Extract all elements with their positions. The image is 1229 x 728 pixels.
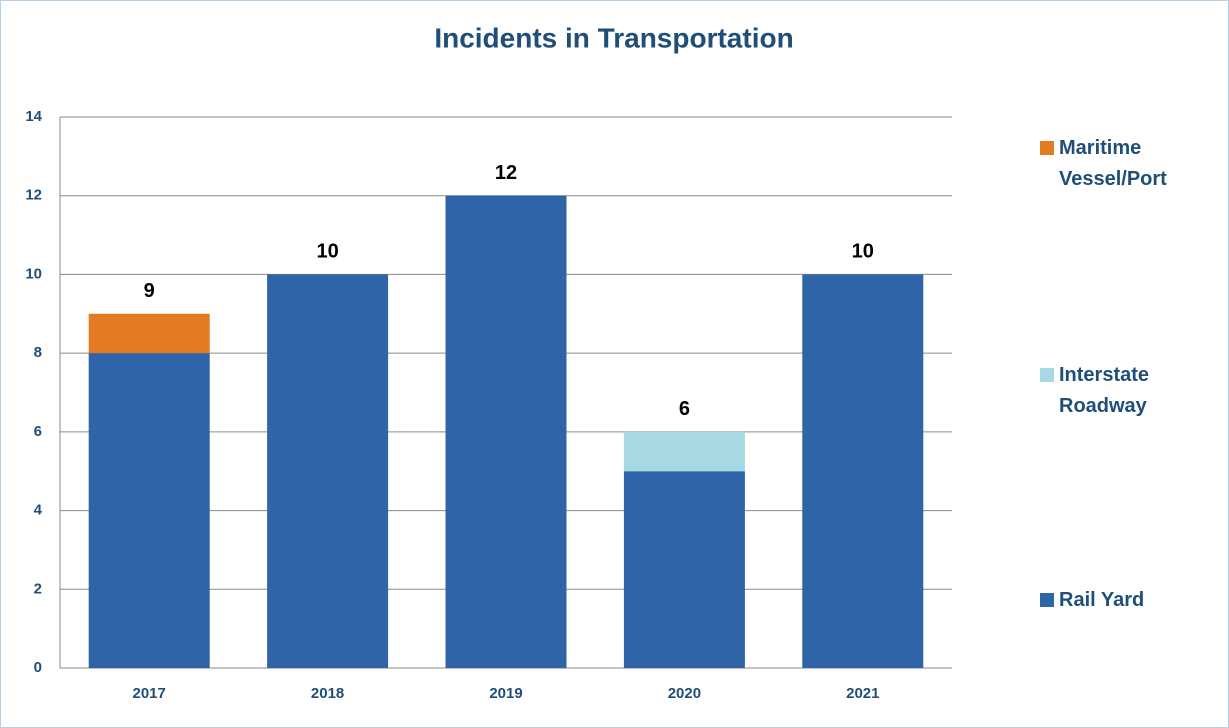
total-label: 6 (679, 398, 690, 420)
legend-label: Interstate Roadway (1059, 364, 1150, 417)
bar-segment (802, 274, 924, 668)
y-tick-label: 14 (25, 108, 42, 125)
bar-segment (445, 195, 567, 668)
x-tick-label: 2021 (846, 685, 879, 702)
x-tick-label: 2020 (668, 685, 701, 702)
total-label: 9 (144, 280, 155, 302)
bar-segment (88, 353, 210, 668)
x-tick-label: 2019 (489, 685, 522, 702)
chart-title: Incidents in Transportation (434, 22, 793, 53)
total-label: 10 (852, 241, 874, 263)
bar-segment (623, 431, 745, 472)
total-label: 10 (316, 241, 338, 263)
legend-item: Interstate Roadway (1040, 360, 1184, 422)
legend-swatch (1040, 368, 1054, 382)
y-tick-label: 8 (34, 344, 42, 361)
bar-segment (267, 274, 389, 668)
y-tick-label: 10 (25, 265, 42, 282)
legend-label: Rail Yard (1059, 589, 1145, 611)
total-label: 12 (495, 162, 517, 184)
y-tick-label: 12 (25, 187, 42, 204)
y-tick-label: 0 (34, 659, 42, 676)
y-tick-label: 2 (34, 580, 42, 597)
legend-item: Maritime Vessel/Port (1040, 133, 1184, 195)
legend-item: Rail Yard (1040, 585, 1184, 616)
legend-swatch (1040, 141, 1054, 155)
y-tick-label: 6 (34, 423, 42, 440)
bar-segment (623, 471, 745, 668)
legend-swatch (1040, 593, 1054, 607)
y-tick-label: 4 (34, 502, 43, 519)
legend-label: Maritime Vessel/Port (1059, 137, 1167, 190)
x-tick-label: 2017 (133, 685, 166, 702)
x-tick-label: 2018 (311, 685, 344, 702)
bar-segment (88, 313, 210, 354)
